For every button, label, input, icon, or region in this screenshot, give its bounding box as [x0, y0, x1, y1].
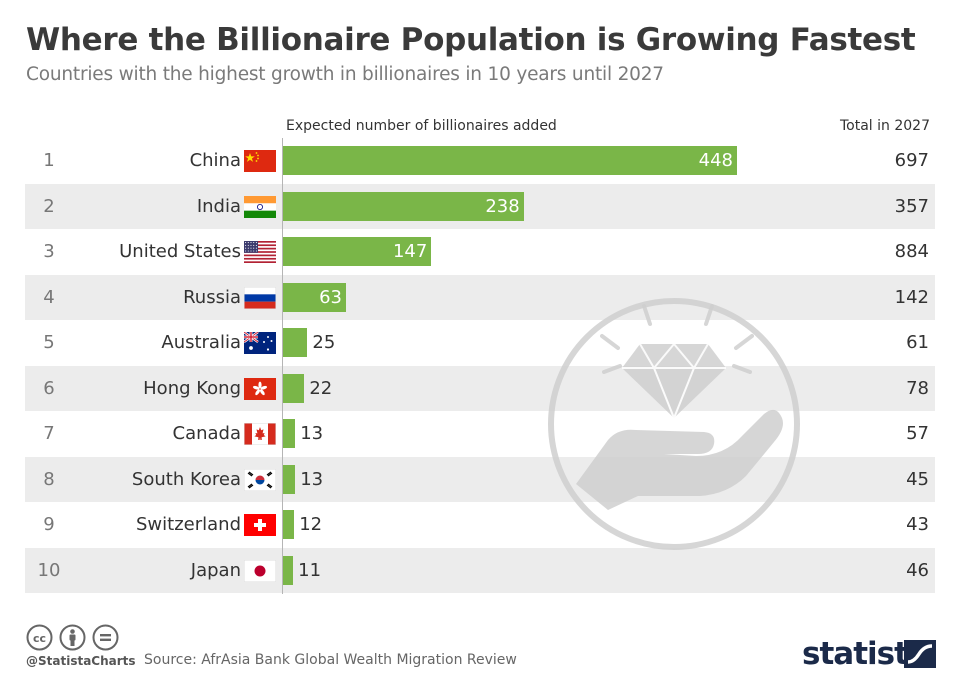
- australia-flag-icon: [244, 332, 276, 354]
- bar-value-label: 12: [299, 514, 323, 535]
- bar: [282, 555, 294, 585]
- rank-label: 8: [43, 468, 55, 490]
- bar-value-label: 22: [309, 377, 333, 399]
- rank-label: 3: [43, 241, 55, 262]
- table-row: 10 Japan 11 46: [25, 547, 935, 593]
- china-flag-icon: [244, 150, 276, 172]
- svg-text:cc: cc: [33, 632, 46, 645]
- rank-label: 1: [43, 150, 55, 171]
- table-row: 9 Switzerland 12 43: [25, 502, 935, 548]
- bar-value-label: 63: [319, 286, 342, 308]
- attribution-icon: [59, 624, 86, 651]
- total-value-label: 45: [906, 468, 929, 490]
- total-value-label: 43: [906, 514, 929, 535]
- switzerland-flag-icon: [244, 514, 276, 536]
- axis-baseline: [282, 138, 283, 594]
- license-icons: cc: [26, 624, 119, 651]
- country-label: Hong Kong: [143, 377, 241, 399]
- russia-flag-icon: [244, 286, 276, 309]
- india-flag-icon: [244, 195, 276, 218]
- bar: [282, 282, 346, 312]
- column-header-added: Expected number of billionaires added: [286, 118, 557, 134]
- rank-label: 7: [43, 423, 55, 444]
- south-korea-flag-icon: [244, 468, 276, 491]
- table-row: 2 India 238 357: [25, 183, 935, 229]
- country-label: Japan: [190, 559, 241, 581]
- bar: [282, 191, 524, 221]
- bar-value-label: 13: [300, 423, 324, 444]
- rank-label: 10: [37, 559, 61, 581]
- rank-label: 4: [43, 286, 55, 308]
- table-row: 7 Canada 13 57: [25, 411, 935, 457]
- bar: [282, 373, 305, 403]
- country-label: China: [189, 150, 241, 171]
- total-value-label: 142: [894, 286, 929, 308]
- country-label: Russia: [183, 286, 241, 308]
- rank-label: 2: [43, 195, 55, 217]
- canada-flag-icon: [244, 423, 276, 445]
- total-value-label: 57: [906, 423, 929, 444]
- bar: [282, 464, 296, 494]
- table-row: 1 China 448 697: [25, 138, 935, 184]
- bar-value-label: 13: [300, 468, 324, 490]
- chart-subtitle: Countries with the highest growth in bil…: [26, 64, 664, 85]
- source-note: Source: AfrAsia Bank Global Wealth Migra…: [144, 652, 517, 668]
- bar: [282, 328, 308, 357]
- bar: [282, 510, 295, 539]
- country-label: United States: [119, 241, 241, 262]
- hong-kong-flag-icon: [244, 377, 276, 400]
- country-label: Australia: [161, 332, 241, 353]
- rank-label: 9: [43, 514, 55, 535]
- table-row: 4 Russia 63 142: [25, 274, 935, 320]
- bar: [282, 419, 296, 448]
- bar-value-label: 238: [485, 195, 520, 217]
- rank-label: 6: [43, 377, 55, 399]
- bar-chart: 1 China 448 697 2 India 238 357 3 United States 14…: [25, 138, 935, 594]
- bar: [282, 237, 432, 266]
- diamond-hand-watermark-icon: [548, 298, 800, 550]
- no-derivatives-icon: [92, 624, 119, 651]
- rank-label: 5: [43, 332, 55, 353]
- total-value-label: 78: [906, 377, 929, 399]
- country-label: Switzerland: [136, 514, 241, 535]
- bar-value-label: 11: [298, 559, 322, 581]
- column-header-total: Total in 2027: [840, 118, 930, 134]
- total-value-label: 46: [906, 559, 929, 581]
- total-value-label: 357: [894, 195, 929, 217]
- social-handle: @StatistaCharts: [26, 654, 136, 668]
- bar-value-label: 448: [698, 150, 733, 171]
- table-row: 3 United States 147 884: [25, 229, 935, 275]
- united-states-flag-icon: [244, 241, 276, 263]
- table-row: 5 Australia 25 61: [25, 320, 935, 366]
- chart-title: Where the Billionaire Population is Grow…: [26, 22, 916, 58]
- cc-icon: cc: [26, 624, 53, 651]
- bar-value-label: 25: [312, 332, 336, 353]
- total-value-label: 884: [894, 241, 929, 262]
- country-label: India: [196, 195, 241, 217]
- country-label: South Korea: [131, 468, 241, 490]
- total-value-label: 697: [894, 150, 929, 171]
- statista-logo-mark-icon: [904, 640, 936, 668]
- bar-value-label: 147: [392, 241, 428, 262]
- bar: [282, 146, 737, 175]
- japan-flag-icon: [244, 559, 276, 582]
- total-value-label: 61: [906, 332, 929, 353]
- country-label: Canada: [172, 423, 242, 444]
